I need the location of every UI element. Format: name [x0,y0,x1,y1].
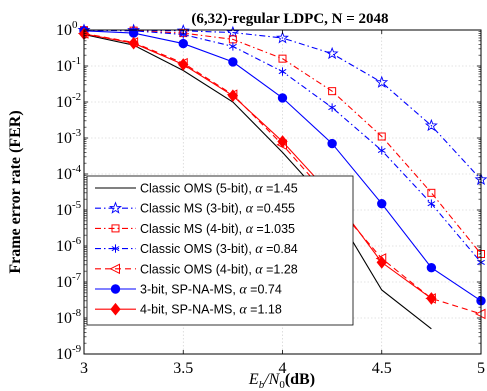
legend-label: 4-bit, SP-NA-MS, α =1.18 [140,303,282,318]
legend-label: 3-bit, SP-NA-MS, α =0.74 [140,283,282,298]
legend: Classic OMS (5-bit), α =1.45 Classic MS (… [86,175,354,326]
legend-marker [109,201,122,214]
y-axis-label: Frame error rate (FER) [7,110,24,273]
data-point [328,87,337,96]
y-tick-label: 10-9 [56,343,82,363]
legend-entry-7: 4-bit, SP-NA-MS, α =1.18 [95,303,282,318]
data-point [328,103,337,112]
data-point [228,42,237,51]
x-tick-label: 3 [80,360,88,377]
legend-entry-2: Classic MS (3-bit), α =0.455 [95,201,295,217]
data-point [226,25,240,39]
legend-marker [110,302,121,316]
data-point [427,188,436,197]
y-tick-label: 10-7 [56,271,82,291]
series-line [83,33,432,299]
data-point [325,46,339,60]
x-axis-label-e: E [248,371,259,388]
y-tick-label: 10-4 [56,163,82,183]
data-point [278,54,287,63]
legend-entry-1: Classic OMS (5-bit), α =1.45 [95,182,298,197]
data-point [427,199,436,208]
y-tick-label: 100 [56,19,78,39]
series-line [83,29,482,180]
y-tick-label: 10-1 [56,55,81,75]
legend-entry-3: Classic MS (4-bit), α =1.035 [95,222,295,237]
data-point [375,75,389,88]
data-point [277,135,288,148]
legend-entry-4: Classic OMS (3-bit), α =0.84 [95,242,298,257]
data-point [377,198,387,209]
legend-marker [109,263,120,275]
data-point [278,67,287,76]
data-point [327,138,337,149]
x-axis-label-sub-0: 0 [279,379,285,391]
legend-label: Classic MS (3-bit), α =0.455 [140,202,295,217]
data-point [227,89,239,102]
x-axis-label-sub-b: b [259,379,265,391]
x-tick-label: 3.5 [173,360,193,377]
y-tick-label: 10-5 [56,199,82,219]
data-point [276,31,289,44]
legend-label: Classic OMS (3-bit), α =0.84 [140,242,298,257]
data-point [178,38,188,49]
legend-label: Classic OMS (4-bit), α =1.28 [140,262,298,277]
data-point [376,256,387,269]
data-point [277,93,288,103]
legend-marker [111,224,120,233]
legend-entry-6: 3-bit, SP-NA-MS, α =0.74 [95,283,282,298]
ticks: 3 3.5 4 4.5 5 100 10-1 10-2 10-3 10-4 10-5 10-6 10-7… [56,19,485,377]
legend-entry-5: Classic OMS (4-bit), α =1.28 [95,262,298,277]
legend-label: Classic OMS (5-bit), α =1.45 [140,182,298,197]
legend-marker [111,244,120,253]
chart-title: (6,32)-regular LDPC, N = 2048 [191,11,388,27]
legend-marker [110,284,121,294]
x-tick-label: 5 [477,360,485,377]
data-point [228,57,238,67]
x-axis-label-n: /N [263,371,280,388]
data-point [426,292,437,305]
y-tick-label: 10-8 [56,307,82,327]
data-point [424,118,438,132]
series-6 [79,26,486,306]
x-axis-label: Eb/N0(dB) [248,371,315,391]
legend-label: Classic MS (4-bit), α =1.035 [140,222,295,237]
data-point [178,58,189,71]
data-point [377,146,386,155]
x-tick-label: 4.5 [372,360,392,377]
x-axis-label-unit: (dB) [285,371,315,388]
y-tick-label: 10-2 [56,91,81,111]
series-line [83,33,432,330]
legend-box [86,175,354,326]
data-point [377,132,386,141]
data-point [128,36,139,50]
series-1 [83,33,432,330]
legend-entries: Classic OMS (5-bit), α =1.45 Classic MS (… [95,182,298,318]
x-tick-label: 4 [279,360,287,377]
data-point [426,262,437,273]
y-tick-label: 10-6 [56,235,82,255]
series-line [83,29,482,255]
y-tick-label: 10-3 [56,127,82,147]
